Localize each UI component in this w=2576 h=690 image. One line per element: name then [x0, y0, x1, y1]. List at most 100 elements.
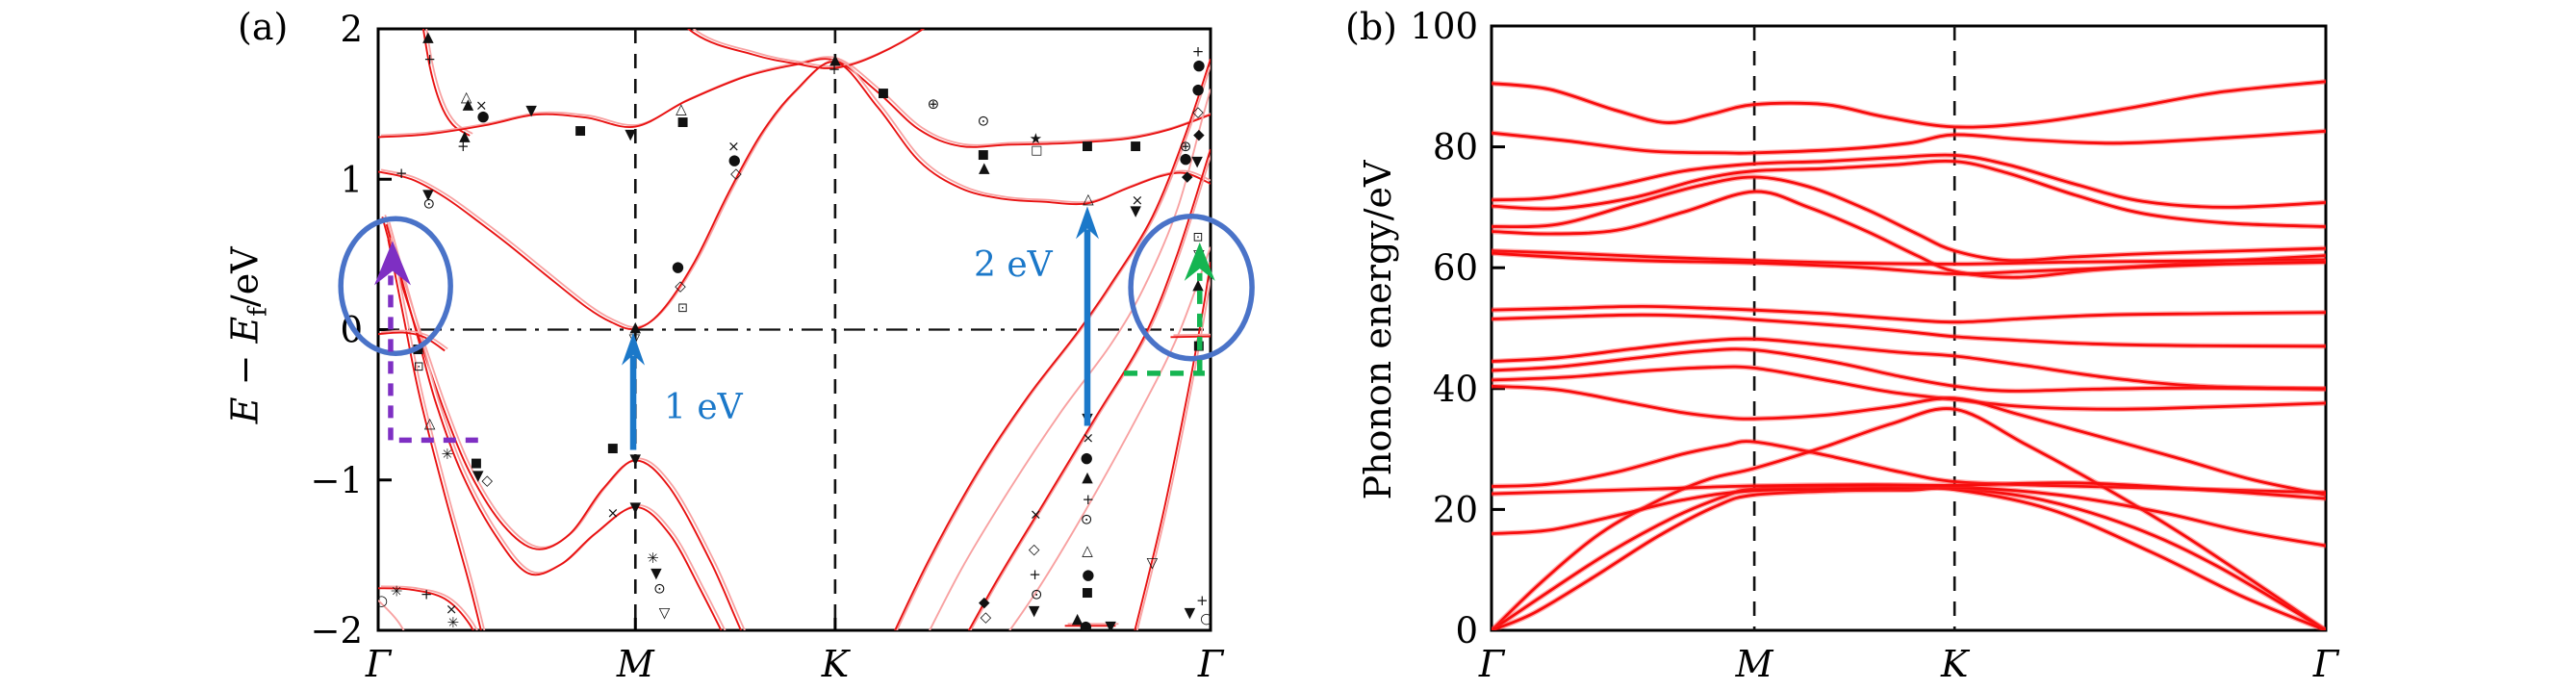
band-path-experiment	[390, 237, 486, 630]
data-marker-ftrid: ▼	[525, 101, 537, 118]
data-marker-dcirc: ⊙	[653, 579, 666, 597]
data-marker-ftrid: ▼	[625, 125, 636, 142]
panel-b-ytick-label: 0	[1455, 610, 1478, 652]
band-path-experiment	[378, 600, 405, 630]
data-marker-ftri: ▲	[1072, 610, 1084, 627]
panel-b-xtick-label: M	[1735, 643, 1774, 685]
panel-b-phonon-branches	[1492, 79, 2326, 630]
data-marker-plus: +	[423, 50, 436, 67]
phonon-branch	[1492, 129, 2326, 155]
data-marker-ftri: ▲	[463, 95, 474, 113]
data-marker-x: ×	[475, 97, 488, 115]
band-path-experiment	[380, 329, 448, 350]
data-marker-otri: △	[424, 414, 436, 431]
data-marker-fsq: ■	[471, 456, 482, 471]
band-path-experiment	[1173, 333, 1211, 337]
data-marker-fcirc: ●	[1082, 566, 1094, 583]
data-marker-plus: +	[829, 61, 841, 78]
data-marker-fsq: ■	[1082, 585, 1093, 600]
data-marker-odia: ◇	[981, 608, 992, 626]
data-marker-otri: △	[1083, 191, 1094, 208]
data-marker-fcirc: ●	[1191, 81, 1204, 98]
panel-a-ytick-label: 1	[340, 159, 363, 200]
panel-b-y-axis-label: Phonon energy/eV	[1357, 160, 1399, 500]
data-marker-x: ×	[727, 138, 740, 155]
data-marker-fdia: ◆	[979, 593, 990, 610]
band-path-experiment	[380, 585, 478, 630]
data-marker-ftrid: ▼	[422, 186, 434, 203]
phonon-branch	[1492, 304, 2326, 324]
data-marker-dcirc: ⊙	[978, 112, 990, 129]
data-marker-fsq: ■	[607, 441, 619, 455]
data-marker-ftri: ▲	[829, 50, 841, 67]
data-marker-x: ×	[446, 601, 458, 618]
phonon-branch	[1492, 313, 2326, 348]
band-path-experiment	[380, 56, 1211, 146]
data-marker-star: ✳	[442, 446, 454, 463]
data-marker-star: ✳	[447, 614, 460, 631]
data-marker-fcirc: ●	[1081, 448, 1093, 466]
data-marker-odia: ◇	[482, 472, 494, 489]
ylabel-unit: /eV	[223, 246, 267, 308]
panel-b-ytick-label: 80	[1433, 127, 1478, 168]
data-marker-ftrid: ▼	[650, 565, 662, 582]
data-marker-odia: ◇	[675, 277, 686, 294]
ylabel-Ef: E	[223, 316, 267, 344]
phonon-branch	[1492, 337, 2326, 391]
purple-transition-arrowhead	[373, 241, 411, 286]
phonon-branch	[1492, 159, 2326, 228]
data-marker-plus: +	[421, 586, 433, 603]
panel-b-plot-frame	[1490, 24, 2328, 632]
data-marker-otrid: ▽	[659, 603, 671, 621]
band-path	[967, 148, 1211, 630]
transition-2ev-label: 2 eV	[974, 245, 1053, 285]
data-marker-fsq: ■	[676, 115, 688, 129]
phonon-branch	[1492, 175, 2326, 263]
phonon-branch	[1492, 384, 2326, 497]
data-marker-ocirc: ○	[1200, 610, 1212, 627]
panel-b-xtick-label: Γ	[2312, 643, 2340, 685]
data-marker-fcirc: ●	[476, 108, 489, 125]
data-marker-otri: △	[1082, 542, 1093, 559]
data-marker-fsq: ■	[978, 148, 989, 163]
band-path	[686, 29, 926, 69]
data-marker-fcirc: ●	[1192, 57, 1205, 74]
phonon-branch-glow	[1492, 383, 2326, 498]
data-marker-fsq: ■	[574, 124, 586, 139]
panel-a-xtick-label: K	[821, 643, 852, 685]
panel-a-label: (a)	[238, 6, 289, 48]
data-marker-oplus: ⊕	[1180, 138, 1192, 155]
data-marker-x: ×	[607, 504, 620, 522]
phonon-branch	[1492, 481, 2326, 500]
data-marker-ftrid: ▼	[1130, 202, 1141, 219]
data-marker-plus: +	[1192, 42, 1205, 60]
panel-b-label: (b)	[1345, 6, 1397, 48]
panel-b-xtick-label: K	[1940, 643, 1971, 685]
data-marker-ftri: ▲	[422, 28, 434, 45]
phonon-branch	[1492, 485, 2326, 630]
data-marker-plus: +	[457, 138, 470, 155]
data-marker-ftrid: ▼	[1029, 602, 1040, 620]
data-marker-ftri: ▲	[459, 127, 471, 144]
data-marker-fcirc: ●	[672, 258, 684, 275]
data-marker-x: ×	[1132, 192, 1144, 209]
band-path	[378, 587, 474, 630]
data-marker-otrid: ▽	[1147, 554, 1159, 572]
band-path	[421, 29, 471, 137]
band-path-experiment	[1008, 246, 1211, 630]
panel-a-bands	[378, 29, 1211, 630]
transition-1ev-label: 1 eV	[664, 388, 743, 427]
data-marker-ftrid: ▼	[1191, 153, 1203, 170]
band-path-experiment	[969, 153, 1211, 630]
phonon-branch	[1492, 485, 2326, 548]
data-marker-plus: +	[1083, 491, 1095, 508]
data-marker-ftrid: ▼	[1185, 603, 1196, 621]
data-marker-dcirc: ⊙	[1031, 586, 1043, 603]
data-marker-fcirc: ●	[1180, 149, 1192, 166]
band-path-experiment	[1135, 273, 1211, 630]
data-marker-fsq: ■	[1130, 139, 1141, 153]
data-marker-plus: +	[395, 165, 408, 182]
panel-a-xtick-label: M	[616, 643, 655, 685]
data-marker-star: ✳	[391, 582, 403, 600]
phonon-branch	[1492, 80, 2326, 129]
